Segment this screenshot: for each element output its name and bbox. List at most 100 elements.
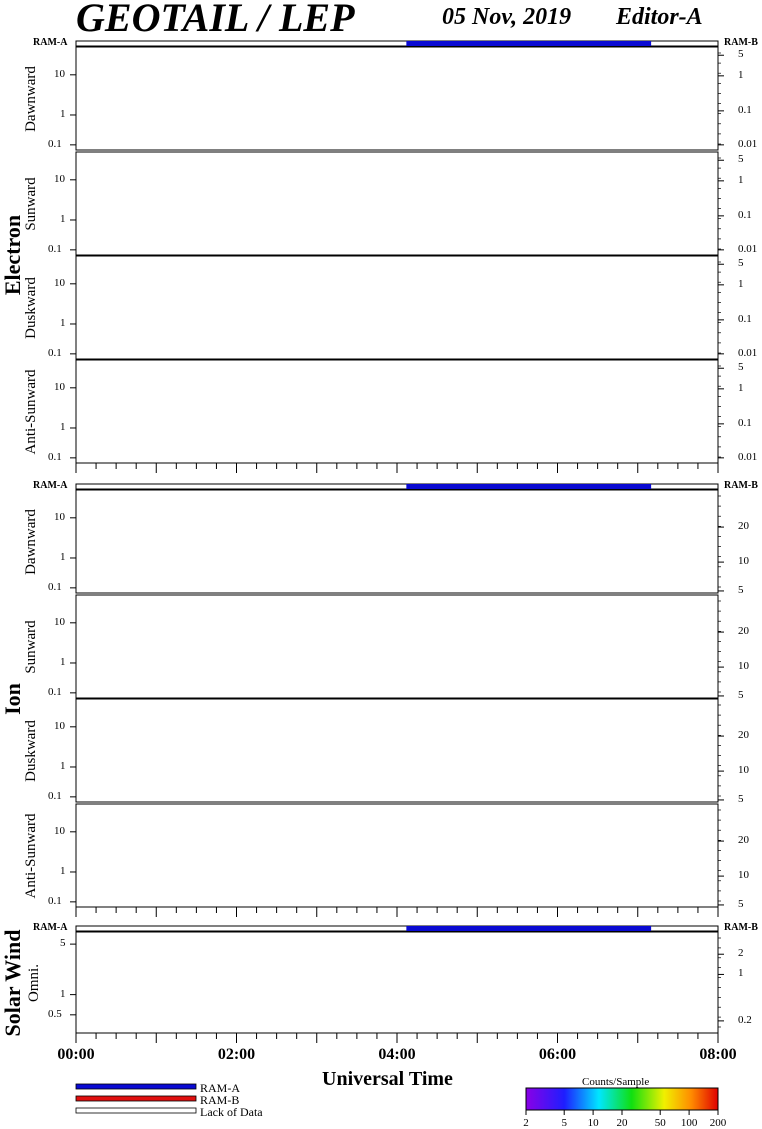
right-tick-0-1-0: 5: [738, 153, 744, 166]
ram-bar-1: [75, 483, 719, 490]
right-tick-1-3-1: 10: [738, 869, 749, 882]
left-tick-1-2-0: 10: [54, 719, 65, 732]
right-tick-1-3-0: 20: [738, 834, 749, 847]
left-tick-1-3-0: 10: [54, 824, 65, 837]
right-tick-1-0-2: 5: [738, 583, 744, 596]
right-tick-1-2-1: 10: [738, 764, 749, 777]
legend-ram-a-swatch: [75, 1083, 197, 1090]
left-tick-0-1-1: 1: [60, 212, 66, 225]
left-tick-2-0-2: 0.5: [48, 1007, 62, 1020]
colorbar-title: Counts/Sample: [582, 1076, 650, 1088]
legend-ram-b-swatch: [75, 1095, 197, 1102]
right-tick-2-0-0: 2: [738, 947, 744, 960]
ram-left-label-0: RAM-A: [33, 37, 68, 48]
right-tick-1-0-1: 10: [738, 555, 749, 568]
panel-frame-0-2: [75, 255, 719, 360]
right-tick-0-0-2: 0.1: [738, 103, 752, 116]
right-tick-0-1-3: 0.01: [738, 242, 758, 255]
panel-label-1-0: Dawnward: [23, 508, 39, 575]
x-tick-4: 08:00: [699, 1046, 737, 1063]
ram-right-label-1: RAM-B: [724, 480, 758, 491]
panel-label-1-2: Duskward: [23, 719, 39, 782]
left-tick-1-0-1: 1: [60, 550, 66, 563]
left-tick-0-0-0: 10: [54, 67, 65, 80]
left-tick-1-2-2: 0.1: [48, 789, 62, 802]
right-tick-1-3-2: 5: [738, 897, 744, 910]
right-tick-1-0-0: 20: [738, 520, 749, 533]
ram-bar-2: [75, 925, 719, 932]
ram-left-label-1: RAM-A: [33, 480, 68, 491]
page-title: GEOTAIL / LEP: [76, 0, 355, 40]
right-tick-0-0-0: 5: [738, 48, 744, 61]
right-tick-1-2-2: 5: [738, 792, 744, 805]
right-tick-2-0-1: 1: [738, 967, 744, 980]
left-tick-1-1-1: 1: [60, 655, 66, 668]
right-tick-0-2-3: 0.01: [738, 346, 758, 359]
ram-a-segment-2: [406, 926, 652, 931]
left-tick-0-0-1: 1: [60, 107, 66, 120]
right-tick-1-1-0: 20: [738, 625, 749, 638]
left-tick-1-0-0: 10: [54, 510, 65, 523]
ram-a-segment-0: [406, 41, 652, 46]
right-tick-0-0-1: 1: [738, 68, 744, 81]
ram-left-label-2: RAM-A: [33, 922, 68, 933]
x-tick-3: 06:00: [538, 1046, 577, 1063]
panel-frame-0-0: [75, 46, 719, 151]
left-tick-0-3-0: 10: [54, 380, 65, 393]
legend-lack-label: Lack of Data: [200, 1105, 263, 1119]
right-tick-1-2-0: 20: [738, 729, 749, 742]
group-label-1: Ion: [0, 682, 25, 715]
right-tick-0-1-2: 0.1: [738, 208, 752, 221]
colorbar-tick-6: 200: [709, 1117, 727, 1129]
left-tick-1-3-2: 0.1: [48, 894, 62, 907]
page-editor: Editor-A: [616, 4, 703, 30]
ram-right-label-2: RAM-B: [724, 922, 758, 933]
panel-frame-2-0: [75, 931, 719, 1034]
right-tick-0-3-1: 1: [738, 381, 744, 394]
right-tick-0-2-2: 0.1: [738, 312, 752, 325]
x-tick-0: 00:00: [57, 1046, 95, 1063]
right-tick-2-0-2: 0.2: [738, 1013, 752, 1026]
left-tick-0-1-2: 0.1: [48, 242, 62, 255]
x-tick-1: 02:00: [217, 1046, 256, 1063]
colorbar: [525, 1087, 719, 1111]
panel-label-0-1: Sunward: [23, 176, 39, 231]
left-tick-0-1-0: 10: [54, 172, 65, 185]
panel-label-0-2: Duskward: [23, 276, 39, 339]
x-axis-label: Universal Time: [322, 1068, 453, 1090]
right-tick-0-2-1: 1: [738, 277, 744, 290]
page-date: 05 Nov, 2019: [442, 4, 572, 30]
right-tick-1-1-1: 10: [738, 660, 749, 673]
left-tick-1-0-2: 0.1: [48, 580, 62, 593]
colorbar-tick-5: 100: [680, 1117, 698, 1129]
left-tick-1-1-0: 10: [54, 615, 65, 628]
left-tick-0-3-2: 0.1: [48, 450, 62, 463]
panel-frame-0-1: [75, 151, 719, 256]
left-tick-1-1-2: 0.1: [48, 685, 62, 698]
legend-lack-swatch: [75, 1107, 197, 1114]
colorbar-tick-2: 10: [587, 1117, 599, 1129]
left-tick-1-2-1: 1: [60, 759, 66, 772]
right-tick-1-1-2: 5: [738, 688, 744, 701]
panel-label-2-0: Omni.: [26, 963, 42, 1002]
panel-label-1-1: Sunward: [23, 619, 39, 674]
right-tick-0-0-3: 0.01: [738, 137, 758, 150]
colorbar-tick-0: 2: [523, 1117, 529, 1129]
ram-a-segment-1: [406, 484, 652, 489]
panel-frame-1-1: [75, 594, 719, 699]
panel-frame-1-3: [75, 803, 719, 908]
left-tick-0-3-1: 1: [60, 420, 66, 433]
right-tick-0-3-2: 0.1: [738, 416, 752, 429]
x-tick-2: 04:00: [378, 1046, 416, 1063]
left-tick-2-0-1: 1: [60, 987, 66, 1000]
left-tick-0-0-2: 0.1: [48, 137, 62, 150]
ram-bar-0: [75, 40, 719, 47]
left-tick-0-2-0: 10: [54, 276, 65, 289]
panel-label-1-3: Anti-Sunward: [23, 813, 39, 898]
right-tick-0-3-3: 0.01: [738, 450, 758, 463]
panel-frame-1-0: [75, 489, 719, 594]
panel-frame-1-2: [75, 698, 719, 803]
left-tick-1-3-1: 1: [60, 864, 66, 877]
panel-frame-0-3: [75, 359, 719, 464]
